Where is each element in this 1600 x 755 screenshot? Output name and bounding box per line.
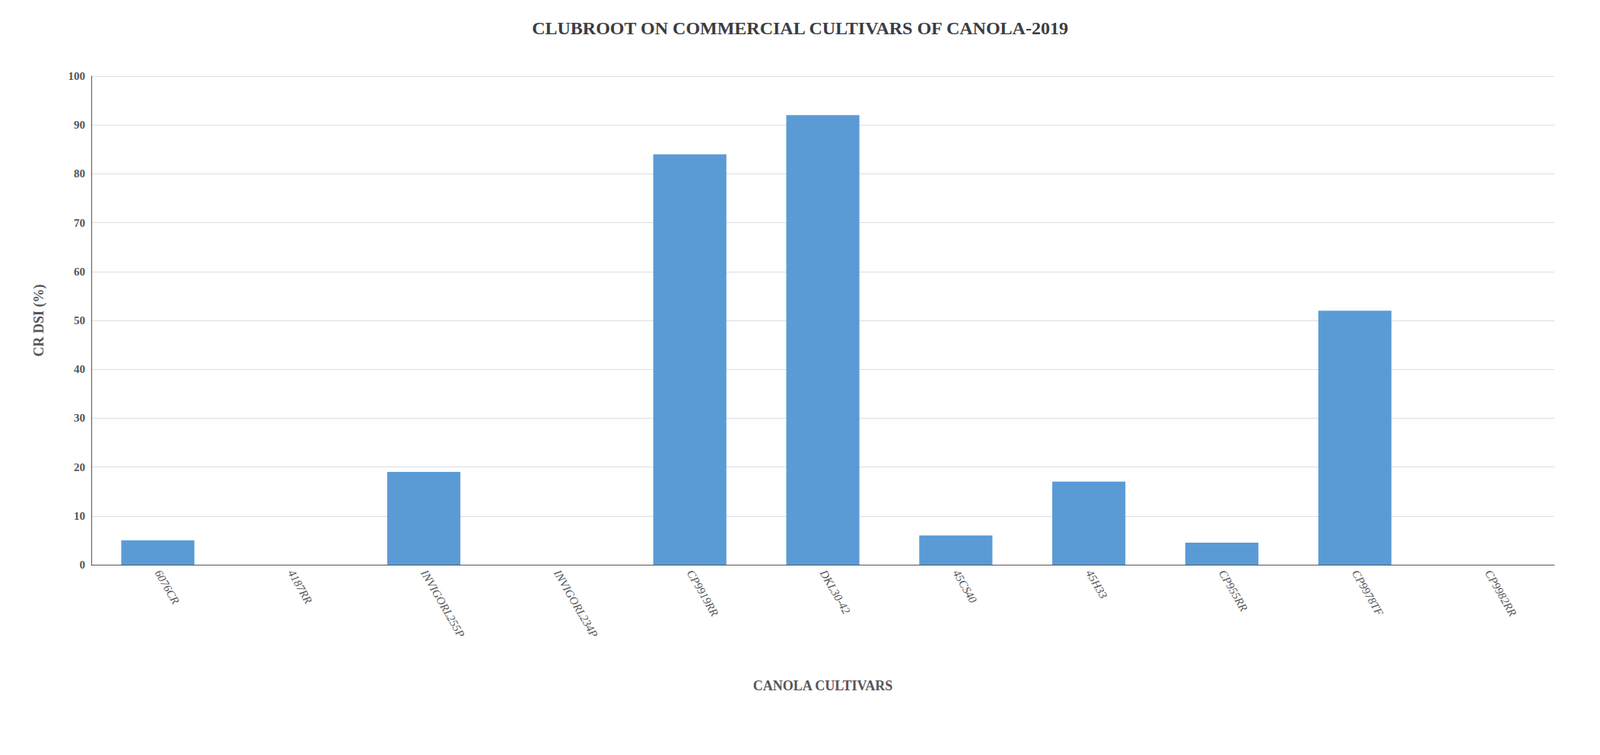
svg-text:CANOLA CULTIVARS: CANOLA CULTIVARS [753, 677, 894, 694]
svg-text:INVIGORL234P: INVIGORL234P [550, 566, 600, 640]
svg-text:CP955RR: CP955RR [1216, 567, 1251, 614]
svg-text:50: 50 [73, 314, 86, 327]
svg-text:30: 30 [73, 411, 86, 424]
svg-text:45CS40: 45CS40 [950, 567, 980, 606]
svg-text:DKL30-42: DKL30-42 [817, 566, 853, 617]
svg-text:6076CR: 6076CR [152, 567, 182, 607]
svg-text:CP9982RR: CP9982RR [1482, 567, 1520, 618]
svg-text:10: 10 [73, 509, 86, 522]
svg-text:45H33: 45H33 [1083, 567, 1110, 601]
svg-text:INVIGORL255P: INVIGORL255P [418, 566, 468, 640]
svg-text:40: 40 [73, 362, 86, 376]
svg-text:4187RR: 4187RR [285, 567, 315, 606]
svg-text:100: 100 [68, 69, 86, 83]
svg-text:60: 60 [73, 265, 86, 278]
svg-text:70: 70 [73, 216, 86, 230]
svg-text:CLUBROOT ON COMMERCIAL CULTIVA: CLUBROOT ON COMMERCIAL CULTIVARS OF CANO… [531, 18, 1069, 39]
svg-text:0: 0 [79, 558, 86, 571]
svg-text:CP9978TF: CP9978TF [1349, 567, 1387, 618]
svg-text:CP9919RR: CP9919RR [684, 567, 722, 618]
svg-text:20: 20 [73, 461, 86, 474]
svg-text:90: 90 [73, 118, 86, 131]
svg-text:80: 80 [73, 167, 86, 180]
svg-text:CR DSI (%): CR DSI (%) [31, 283, 48, 357]
